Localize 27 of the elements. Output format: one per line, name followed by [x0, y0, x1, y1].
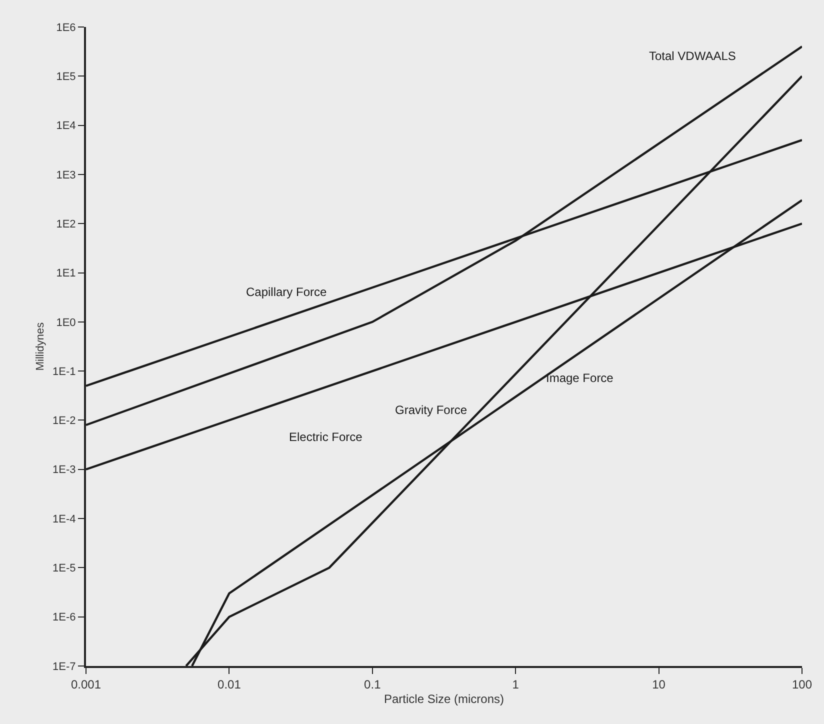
x-tick-label: 1 — [512, 677, 520, 692]
y-tick-label: 1E2 — [56, 218, 76, 230]
x-tick-label: 10 — [652, 677, 666, 692]
x-tick-label: 0.1 — [364, 677, 382, 692]
x-axis-title: Particle Size (microns) — [384, 692, 504, 706]
y-tick-label: 1E-6 — [52, 612, 76, 624]
y-tick-label: 1E1 — [56, 268, 76, 280]
y-tick-label: 1E3 — [56, 169, 76, 182]
y-tick-label: 1E6 — [56, 22, 76, 34]
y-tick-label: 1E-1 — [52, 366, 76, 378]
series-label: Total VDWAALS — [649, 49, 736, 63]
y-tick-label: 1E0 — [56, 316, 76, 329]
y-tick-label: 1E-7 — [52, 660, 76, 673]
x-tick-label: 100 — [792, 677, 812, 692]
y-tick-label: 1E-4 — [52, 513, 76, 526]
series-label: Image Force — [546, 371, 614, 385]
y-tick-label: 1E-5 — [52, 562, 76, 575]
y-tick-label: 1E-3 — [52, 464, 76, 476]
x-tick-label: 0.001 — [70, 677, 102, 692]
series-label: Gravity Force — [395, 403, 468, 417]
y-axis-title: Millidynes — [34, 322, 47, 371]
x-tick-label: 0.01 — [218, 677, 242, 692]
y-tick-label: 1E5 — [56, 71, 76, 83]
y-tick-label: 1E-2 — [52, 415, 76, 428]
text: Electric Force — [289, 430, 363, 444]
y-tick-label: 1E4 — [56, 120, 76, 132]
series-label: Capillary Force — [246, 285, 328, 299]
